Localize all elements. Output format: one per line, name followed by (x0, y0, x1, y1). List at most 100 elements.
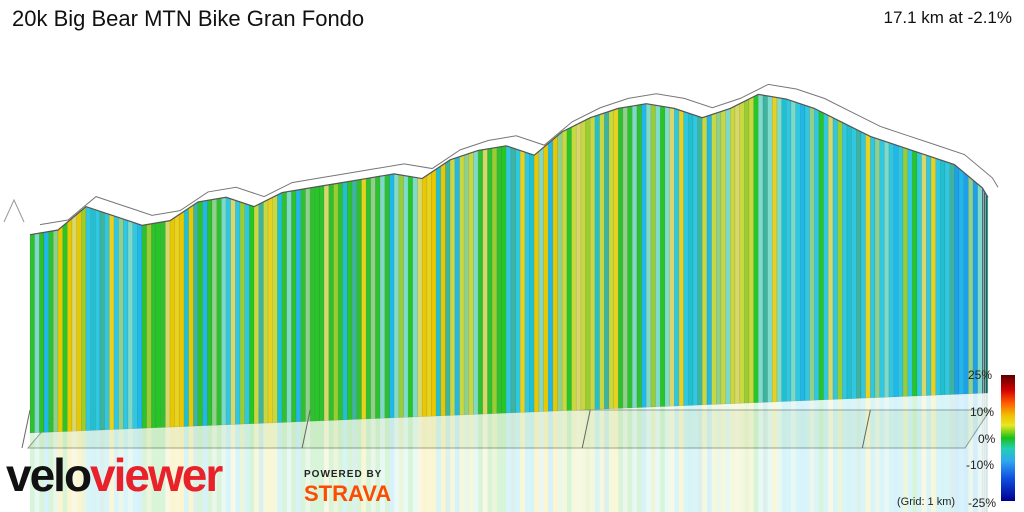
profile-segment (566, 126, 572, 411)
profile-reflection (380, 418, 385, 512)
profile-reflection (968, 393, 974, 512)
profile-reflection (58, 431, 63, 512)
profile-segment (809, 106, 815, 401)
profile-reflection (669, 406, 675, 512)
profile-reflection (903, 396, 908, 512)
profile-reflection (221, 424, 227, 512)
profile-segment (258, 201, 264, 424)
profile-reflection (328, 420, 334, 512)
profile-segment (468, 151, 474, 415)
profile-segment (323, 184, 330, 421)
profile-segment (57, 225, 63, 433)
profile-reflection (599, 409, 605, 512)
profile-reflection (473, 414, 479, 512)
profile-segment (674, 108, 680, 407)
profile-segment (305, 187, 311, 422)
profile-reflection (725, 403, 731, 512)
profile-reflection (174, 426, 180, 512)
profile-reflection (524, 412, 530, 512)
profile-reflection (594, 409, 600, 512)
profile-reflection (165, 427, 171, 512)
profile-reflection (170, 426, 175, 512)
profile-reflection (875, 397, 880, 512)
profile-segment (720, 109, 726, 405)
axis-marker (3, 198, 25, 223)
profile-segment (954, 163, 960, 395)
profile-segment (398, 174, 404, 418)
profile-segment (790, 100, 796, 402)
profile-reflection (543, 411, 549, 512)
profile-segment (113, 215, 119, 430)
profile-segment (678, 109, 684, 407)
profile-reflection (571, 410, 577, 512)
profile-segment (688, 112, 694, 406)
profile-segment (71, 213, 77, 432)
profile-segment (874, 137, 880, 398)
colorbar-tick-0: 0% (978, 432, 996, 446)
profile-segment (795, 101, 801, 402)
profile-segment (104, 212, 110, 431)
floor-grid-line (21, 409, 31, 449)
profile-reflection (977, 393, 983, 512)
profile-segment (356, 179, 362, 420)
profile-reflection (688, 405, 693, 512)
profile-reflection (856, 398, 862, 512)
profile-segment (510, 147, 516, 414)
profile-reflection (912, 395, 918, 512)
profile-segment (216, 197, 222, 426)
profile-segment (272, 194, 278, 424)
profile-reflection (945, 394, 950, 512)
profile-reflection (851, 398, 857, 512)
gradient-colorbar (1001, 375, 1015, 501)
profile-segment (435, 165, 442, 417)
profile-segment (174, 213, 180, 428)
profile-segment (828, 114, 834, 400)
profile-segment (389, 173, 395, 419)
profile-segment (804, 104, 810, 401)
profile-segment (608, 109, 614, 410)
profile-reflection (291, 421, 297, 512)
profile-reflection (426, 416, 432, 512)
profile-reflection (39, 432, 45, 512)
profile-reflection (520, 412, 525, 512)
profile-segment (613, 108, 619, 409)
profile-reflection (300, 421, 306, 512)
profile-segment (725, 108, 731, 405)
profile-segment (669, 107, 675, 407)
profile-segment (421, 174, 428, 417)
profile-segment (277, 192, 283, 423)
profile-segment (977, 183, 983, 394)
profile-reflection (146, 427, 152, 512)
profile-reflection (417, 416, 423, 512)
profile-reflection (478, 414, 483, 512)
profile-reflection (758, 402, 763, 512)
profile-segment (230, 198, 236, 425)
profile-reflection (772, 401, 777, 512)
profile-reflection (109, 429, 115, 512)
profile-segment (309, 186, 316, 422)
profile-reflection (403, 417, 409, 512)
profile-segment (300, 188, 306, 422)
profile-reflection (464, 414, 469, 512)
profile-reflection (492, 413, 497, 512)
profile-segment (744, 98, 750, 404)
profile-reflection (935, 394, 941, 512)
profile-reflection (655, 406, 661, 512)
profile-reflection (931, 395, 936, 512)
profile-reflection (618, 408, 623, 512)
profile-reflection (984, 393, 986, 512)
profile-segment (328, 183, 334, 421)
profile-segment (99, 210, 105, 431)
profile-segment (48, 230, 54, 433)
profile-segment (926, 154, 932, 396)
profile-segment (202, 200, 208, 427)
profile-segment (519, 150, 526, 413)
profile-reflection (753, 402, 759, 512)
profile-segment (655, 104, 661, 408)
profile-segment (347, 180, 353, 421)
profile-reflection (585, 409, 591, 512)
profile-segment (407, 175, 414, 418)
logo-viewer: viewer (90, 449, 223, 501)
profile-segment (842, 122, 848, 400)
profile-reflection (986, 393, 988, 512)
